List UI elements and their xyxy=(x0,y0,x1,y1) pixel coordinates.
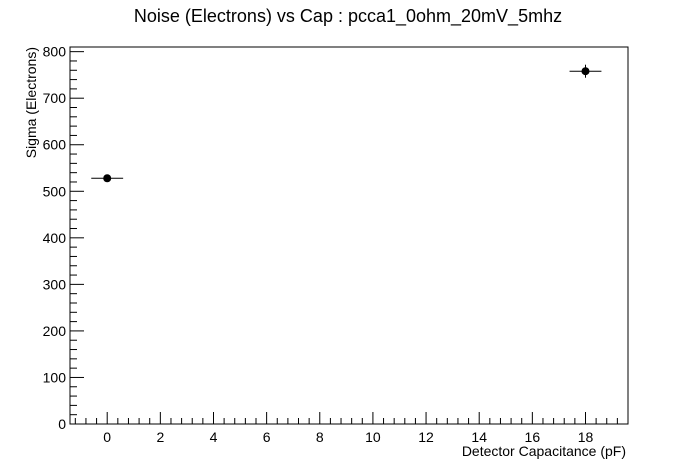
x-tick-label: 8 xyxy=(316,429,324,445)
x-tick-label: 6 xyxy=(263,429,271,445)
y-tick-label: 800 xyxy=(43,44,67,60)
y-axis-label: Sigma (Electrons) xyxy=(23,47,39,158)
y-tick-label: 400 xyxy=(43,230,67,246)
x-axis: 0 2 4 6 8 10 12 14 16 18 xyxy=(74,412,629,445)
y-tick-label: 0 xyxy=(58,416,66,432)
x-tick-label: 0 xyxy=(103,429,111,445)
x-tick-label: 14 xyxy=(471,429,487,445)
x-tick-label: 4 xyxy=(210,429,218,445)
x-tick-label: 18 xyxy=(578,429,594,445)
point-marker xyxy=(581,67,590,76)
y-tick-label: 600 xyxy=(43,137,67,153)
y-tick-label: 200 xyxy=(43,323,67,339)
point-marker xyxy=(103,174,112,183)
chart-title: Noise (Electrons) vs Cap : pcca1_0ohm_20… xyxy=(134,6,562,27)
y-axis: 0 100 200 300 400 500 600 700 800 xyxy=(43,44,84,432)
x-tick-label: 12 xyxy=(418,429,434,445)
data-point xyxy=(91,174,124,183)
y-tick-label: 500 xyxy=(43,183,67,199)
y-tick-label: 100 xyxy=(43,369,67,385)
x-axis-label: Detector Capacitance (pF) xyxy=(462,443,626,459)
data-point xyxy=(569,64,602,78)
x-tick-label: 2 xyxy=(156,429,164,445)
data-points xyxy=(91,64,602,183)
plot-frame xyxy=(69,46,629,425)
x-tick-label: 16 xyxy=(525,429,541,445)
x-tick-label: 10 xyxy=(365,429,381,445)
y-tick-label: 700 xyxy=(43,90,67,106)
y-tick-label: 300 xyxy=(43,276,67,292)
